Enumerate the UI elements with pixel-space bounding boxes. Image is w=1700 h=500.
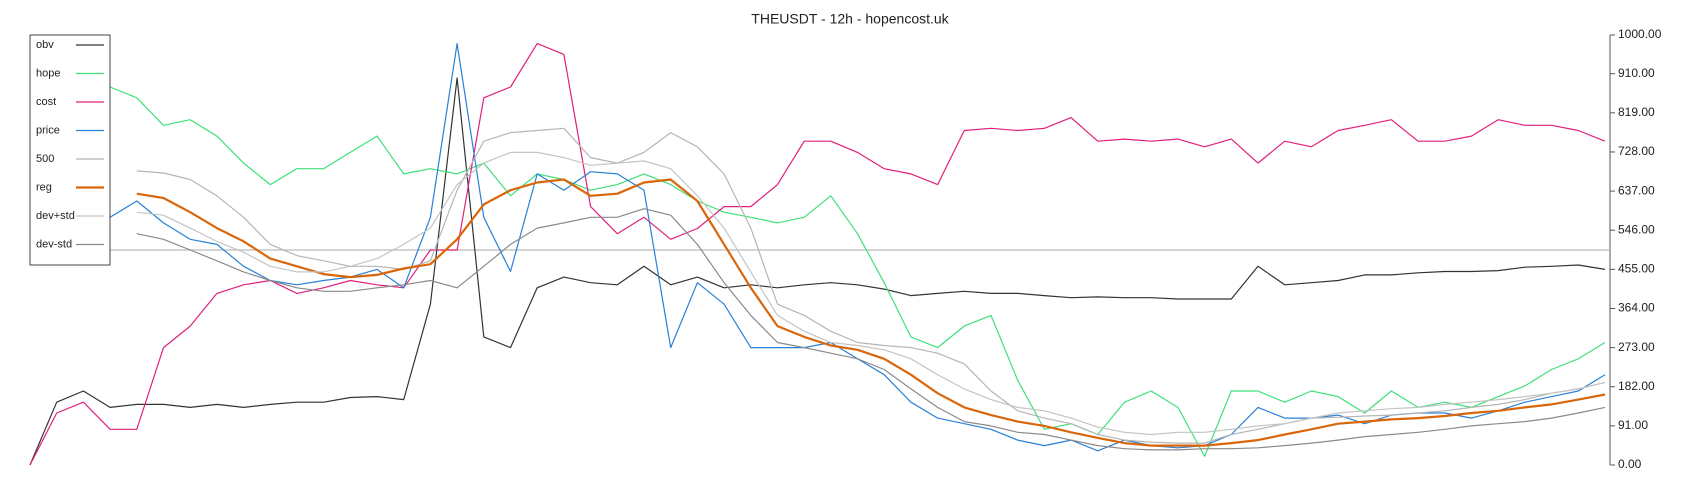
series-line bbox=[29, 77, 1606, 466]
y-tick-label: 728.00 bbox=[1618, 144, 1655, 158]
y-tick-label: 0.00 bbox=[1618, 457, 1642, 471]
series-line bbox=[109, 43, 1606, 452]
legend-label: hope bbox=[36, 67, 60, 79]
y-tick-label: 819.00 bbox=[1618, 105, 1655, 119]
y-tick-label: 637.00 bbox=[1618, 183, 1655, 197]
series-line bbox=[136, 208, 1606, 451]
legend-label: dev-std bbox=[36, 238, 72, 250]
legend-label: dev+std bbox=[36, 210, 75, 222]
legend-label: 500 bbox=[36, 153, 54, 165]
legend-label: price bbox=[36, 124, 60, 136]
series-line bbox=[136, 151, 1606, 436]
legend-label: cost bbox=[36, 96, 56, 108]
chart-title: THEUSDT - 12h - hopencost.uk bbox=[751, 11, 949, 27]
series-line bbox=[136, 178, 1606, 447]
y-tick-label: 273.00 bbox=[1618, 340, 1655, 354]
y-tick-label: 1000.00 bbox=[1618, 27, 1662, 41]
y-tick-label: 455.00 bbox=[1618, 262, 1655, 276]
y-tick-label: 546.00 bbox=[1618, 222, 1655, 236]
series-line bbox=[29, 43, 1606, 466]
legend-label: reg bbox=[36, 181, 52, 193]
y-tick-label: 91.00 bbox=[1618, 418, 1648, 432]
legend-label: obv bbox=[36, 39, 54, 51]
y-tick-label: 182.00 bbox=[1618, 379, 1655, 393]
y-tick-label: 910.00 bbox=[1618, 66, 1655, 80]
series-line bbox=[109, 86, 1606, 457]
series-line bbox=[136, 127, 1606, 444]
y-tick-label: 364.00 bbox=[1618, 301, 1655, 315]
